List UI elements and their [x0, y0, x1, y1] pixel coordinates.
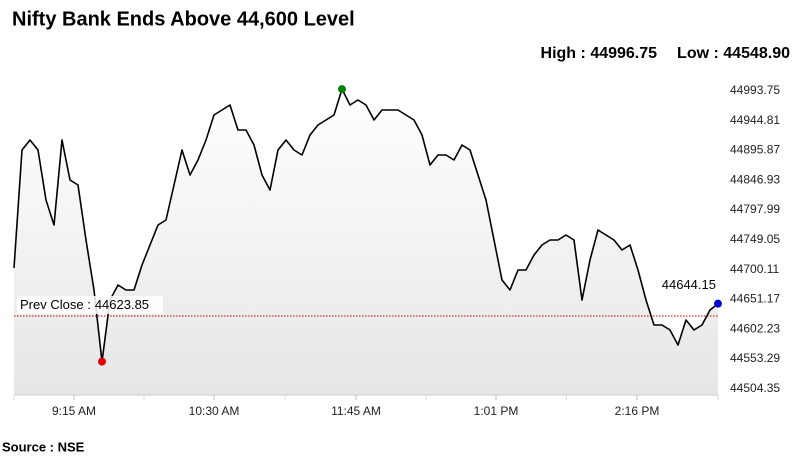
y-tick-label: 44944.81: [730, 113, 780, 127]
y-tick-label: 44553.29: [730, 351, 780, 365]
low-value: 44548.90: [723, 45, 790, 62]
prev-close-box: [17, 296, 163, 315]
x-tick-label: 9:15 AM: [52, 404, 96, 418]
prev-close-value: 44623.85: [95, 297, 149, 312]
y-tick-label: 44504.35: [730, 381, 780, 395]
y-tick-label: 44993.75: [730, 83, 780, 97]
area: [14, 89, 718, 395]
x-tick-label: 1:01 PM: [474, 404, 519, 418]
chart-title: Nifty Bank Ends Above 44,600 Level: [12, 8, 355, 30]
x-tick-label: 10:30 AM: [189, 404, 240, 418]
last-value-label: 44644.15: [662, 277, 716, 292]
high-label: High :: [541, 45, 586, 62]
last-dot: [714, 299, 722, 308]
source: Source : NSE: [2, 439, 85, 454]
y-tick-label: 44700.11: [730, 262, 779, 276]
y-tick-label: 44749.05: [730, 232, 780, 246]
y-tick-label: 44895.87: [730, 143, 780, 157]
low-dot: [98, 357, 106, 366]
price-line: [13, 88, 719, 363]
high-low: High : 44996.75 Low : 44548.90: [541, 45, 791, 62]
low-label: Low :: [677, 45, 719, 62]
high-dot: [338, 85, 346, 94]
y-tick-label: 44797.99: [730, 202, 780, 216]
y-tick-label: 44651.17: [730, 292, 780, 306]
y-tick-label: 44846.93: [730, 172, 780, 186]
x-tick-label: 11:45 AM: [331, 404, 381, 418]
prev-close-label: Prev Close :: [20, 297, 91, 312]
y-tick-label: 44602.23: [730, 321, 780, 335]
prev-close-text: Prev Close : 44623.85: [20, 297, 149, 312]
x-tick-label: 2:16 PM: [615, 404, 660, 418]
high-value: 44996.75: [590, 45, 657, 62]
